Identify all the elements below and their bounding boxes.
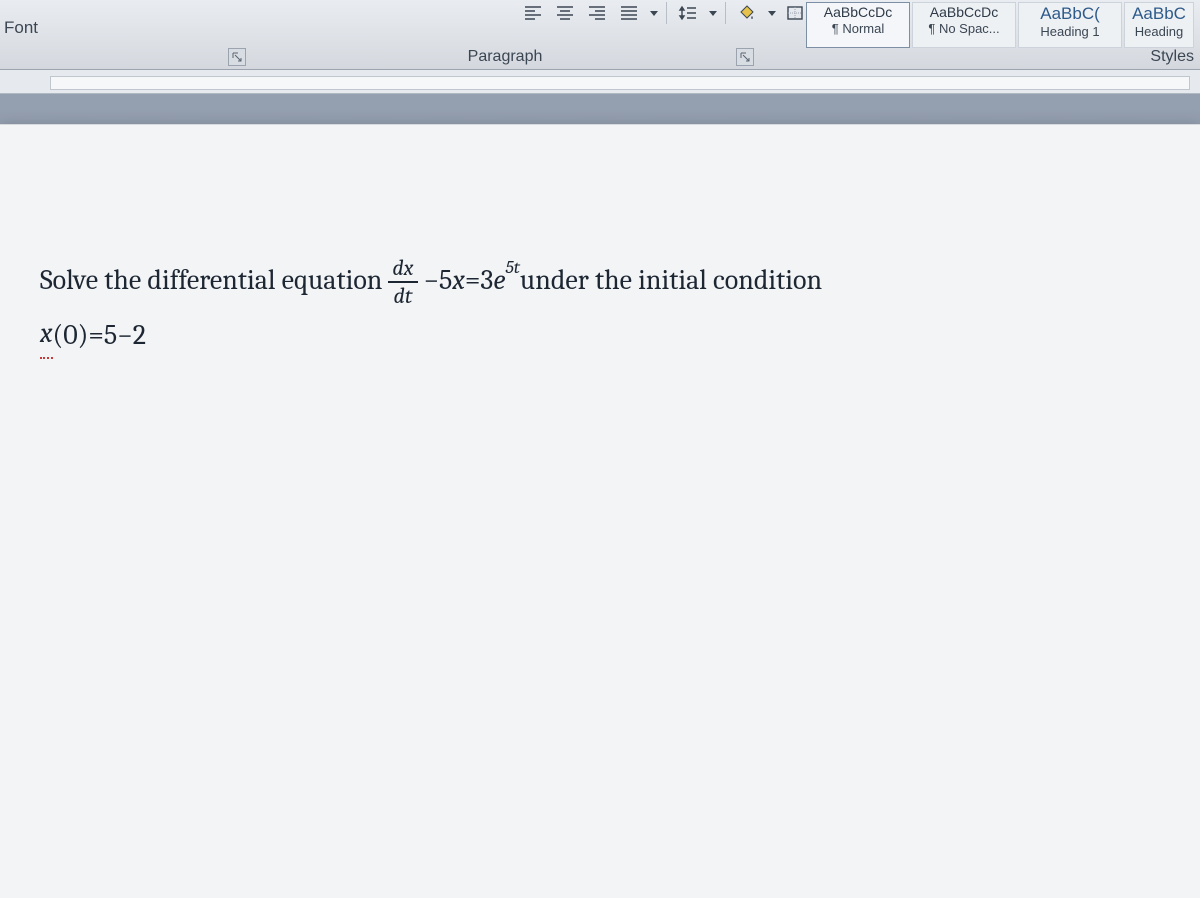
styles-gallery: AaBbCcDc ¶ Normal AaBbCcDc ¶ No Spac... … <box>806 2 1194 48</box>
line-spacing-button[interactable] <box>675 2 701 24</box>
eq-exponent-5t: 5t <box>505 253 519 282</box>
launcher-icon <box>740 52 750 62</box>
launcher-icon <box>232 52 242 62</box>
style-heading-2[interactable]: AaBbC Heading <box>1124 2 1194 48</box>
fraction-dx-dt: dx dt <box>388 257 417 307</box>
eq-part-minus5: −5 <box>424 258 453 303</box>
shading-button[interactable] <box>734 2 760 24</box>
font-group-label: Font <box>4 18 38 38</box>
document-body[interactable]: Solve the differential equation dx dt −5… <box>40 255 1160 359</box>
justify-button[interactable] <box>616 2 642 24</box>
style-sample: AaBbC( <box>1019 5 1121 22</box>
paragraph-dialog-launcher[interactable] <box>736 48 754 66</box>
document-page[interactable]: Solve the differential equation dx dt −5… <box>0 124 1200 898</box>
eq-var-x: x <box>452 258 465 303</box>
style-sample: AaBbCcDc <box>913 5 1015 19</box>
spacing-dropdown-caret[interactable] <box>709 11 717 16</box>
style-heading-1[interactable]: AaBbC( Heading 1 <box>1018 2 1122 48</box>
styles-group-label: Styles <box>1150 48 1194 66</box>
eq-e: e <box>493 258 505 303</box>
align-dropdown-caret[interactable] <box>650 11 658 16</box>
problem-text-suffix: under the initial condition <box>520 258 822 303</box>
style-sample: AaBbCcDc <box>807 5 909 19</box>
paragraph-group: Paragraph <box>250 0 760 70</box>
style-sample: AaBbC <box>1125 5 1193 22</box>
style-name: Heading 1 <box>1019 24 1121 39</box>
eq-part-eq3: =3 <box>465 258 493 303</box>
equation-line-2: x (0)=5−2 <box>40 311 1160 359</box>
paragraph-group-label: Paragraph <box>468 48 543 66</box>
style-name: Heading <box>1125 24 1193 39</box>
separator <box>725 2 726 24</box>
ruler[interactable] <box>0 70 1200 94</box>
initial-condition-x: x <box>40 311 53 359</box>
equation-line-1: Solve the differential equation dx dt −5… <box>40 255 1160 305</box>
style-normal[interactable]: AaBbCcDc ¶ Normal <box>806 2 910 48</box>
align-center-button[interactable] <box>552 2 578 24</box>
separator <box>666 2 667 24</box>
problem-text-prefix: Solve the differential equation <box>40 258 382 303</box>
fraction-numerator: dx <box>388 257 417 279</box>
align-left-button[interactable] <box>520 2 546 24</box>
initial-condition-value: (0)=5−2 <box>53 313 146 358</box>
styles-group: AaBbCcDc ¶ Normal AaBbCcDc ¶ No Spac... … <box>760 0 1200 70</box>
ribbon: Font <box>0 0 1200 70</box>
workspace: Solve the differential equation dx dt −5… <box>0 94 1200 898</box>
align-right-button[interactable] <box>584 2 610 24</box>
style-name: ¶ Normal <box>807 21 909 36</box>
font-dialog-launcher[interactable] <box>228 48 246 66</box>
fraction-denominator: dt <box>390 285 417 307</box>
style-no-spacing[interactable]: AaBbCcDc ¶ No Spac... <box>912 2 1016 48</box>
style-name: ¶ No Spac... <box>913 21 1015 36</box>
font-group: Font <box>0 0 250 70</box>
